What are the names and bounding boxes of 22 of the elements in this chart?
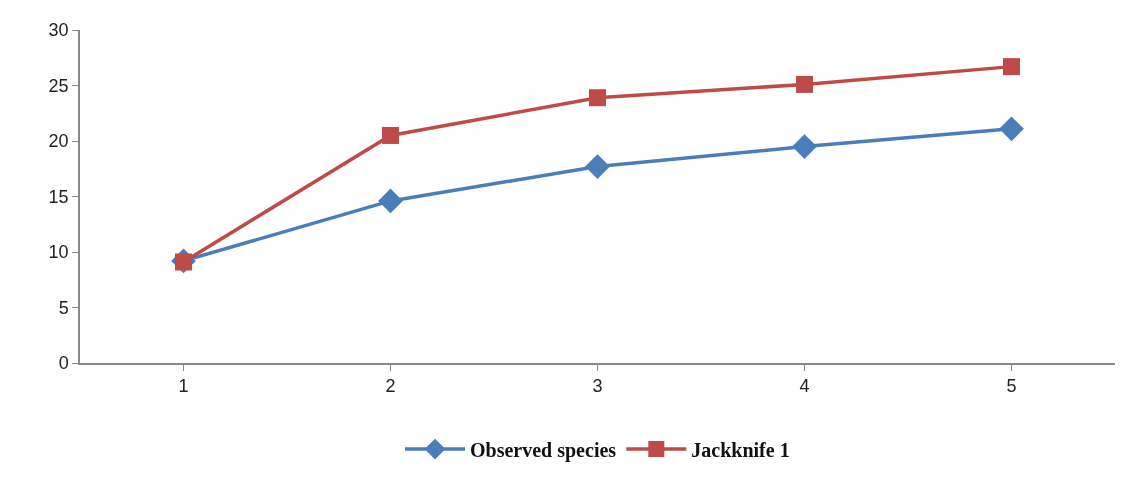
y-tick-label: 0 <box>58 353 69 374</box>
y-tick-label: 15 <box>48 186 69 207</box>
y-tick-label: 25 <box>48 75 69 96</box>
point <box>589 89 606 107</box>
x-tick-label: 2 <box>385 376 396 397</box>
x-tick-label: 1 <box>178 376 189 397</box>
y-tick-label: 5 <box>58 297 69 318</box>
legend-label: Jackknife 1 <box>691 438 790 461</box>
y-tick-label: 20 <box>48 131 69 152</box>
point <box>796 75 813 93</box>
legend-label: Observed species <box>470 438 617 462</box>
x-tick-label: 3 <box>592 376 603 397</box>
point <box>792 134 817 159</box>
y-tick-label: 30 <box>48 20 69 41</box>
point <box>382 126 399 144</box>
point <box>585 154 610 179</box>
point <box>1003 58 1020 76</box>
x-tick-label: 5 <box>1006 376 1017 397</box>
y-tick-label: 10 <box>48 242 69 263</box>
point <box>999 116 1024 142</box>
point <box>378 188 403 214</box>
x-tick-label: 4 <box>799 376 810 397</box>
